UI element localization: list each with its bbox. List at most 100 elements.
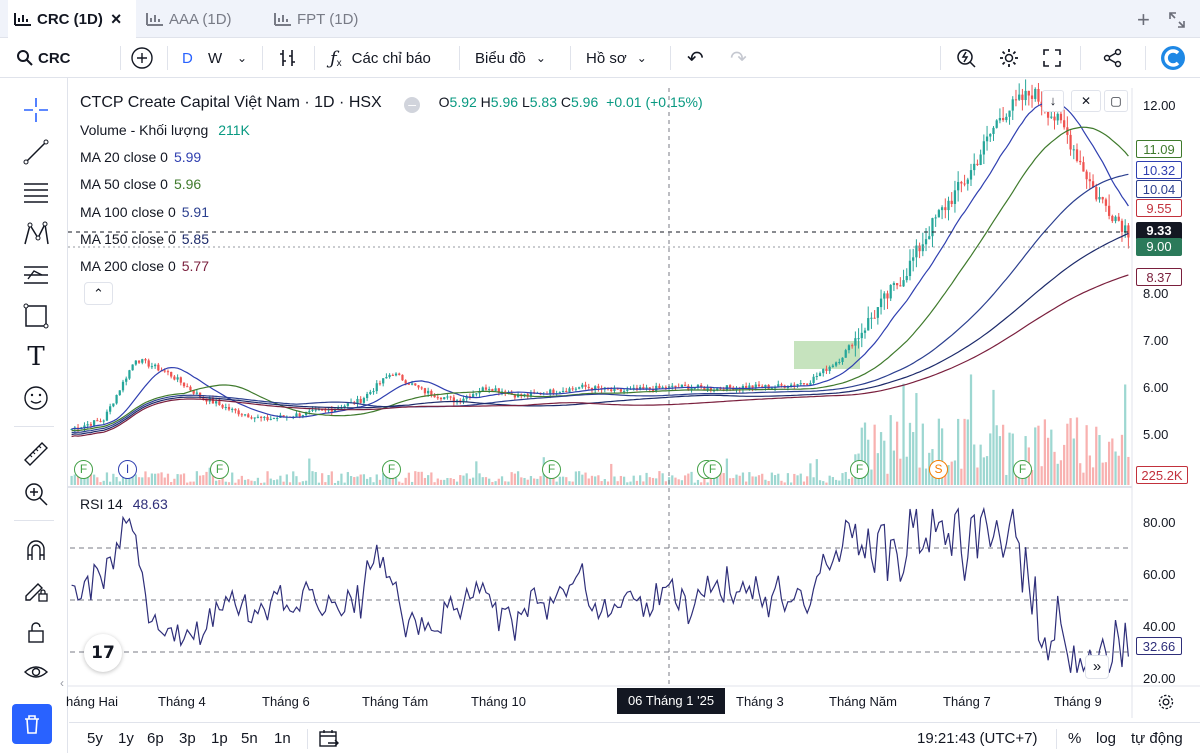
volume-bar bbox=[690, 471, 693, 485]
event-marker[interactable]: F bbox=[382, 460, 401, 479]
clock-label[interactable]: 19:21:43 (UTC+7) bbox=[917, 730, 1038, 747]
candle-body bbox=[1024, 90, 1027, 101]
forecast-tool[interactable] bbox=[20, 259, 52, 291]
volume-bar bbox=[918, 467, 921, 485]
volume-bar bbox=[452, 479, 455, 485]
range-1y-button[interactable]: 1y bbox=[118, 730, 134, 747]
volume-bar bbox=[301, 481, 305, 485]
date-range-button[interactable] bbox=[318, 723, 340, 754]
delete-tool[interactable] bbox=[12, 704, 52, 744]
legend-main[interactable]: CTCP Create Capital Việt Nam · 1D · HSX … bbox=[80, 94, 703, 113]
candle-body bbox=[382, 378, 385, 384]
fullscreen-button[interactable] bbox=[1042, 38, 1062, 78]
event-marker[interactable]: F bbox=[703, 460, 722, 479]
auto-scale-toggle[interactable]: tự động bbox=[1131, 730, 1183, 747]
legend-toggle-button[interactable]: ⌃ bbox=[84, 282, 113, 305]
gear-icon bbox=[1000, 49, 1018, 67]
percent-toggle[interactable]: % bbox=[1068, 730, 1082, 747]
measure-tool[interactable] bbox=[20, 438, 52, 470]
tv-logo[interactable]: 𝟭𝟳 bbox=[84, 634, 122, 672]
lock-drawing-tool[interactable] bbox=[20, 574, 52, 606]
add-tab-icon[interactable]: + bbox=[1137, 7, 1150, 32]
collapse-legend-icon[interactable]: – bbox=[404, 97, 421, 113]
event-marker[interactable]: F bbox=[850, 460, 869, 479]
legend-ma20[interactable]: MA 20 close 0 5.99 bbox=[80, 149, 201, 165]
tab-fpt[interactable]: FPT (1D) bbox=[274, 0, 384, 38]
zoom-tool[interactable] bbox=[20, 478, 52, 510]
scroll-to-realtime-button[interactable]: » bbox=[1085, 655, 1109, 679]
volume-bar bbox=[555, 481, 558, 485]
range-6m-button[interactable]: 6p bbox=[147, 730, 164, 747]
legend-ma100[interactable]: MA 100 close 0 5.91 bbox=[80, 204, 209, 220]
chart-type-menu[interactable]: Biểu đồ ⌄ bbox=[475, 38, 546, 78]
range-1m-button[interactable]: 1p bbox=[211, 730, 228, 747]
legend-ma150[interactable]: MA 150 close 0 5.85 bbox=[80, 231, 209, 247]
tab-aaa[interactable]: AAA (1D) bbox=[146, 0, 256, 38]
redo-icon[interactable]: ↷ bbox=[730, 47, 747, 70]
lightning-search-icon bbox=[957, 49, 976, 68]
candle-body bbox=[1030, 95, 1034, 99]
time-axis-label: Tháng 9 bbox=[1054, 694, 1102, 709]
pattern-tool[interactable] bbox=[20, 218, 52, 250]
chevron-down-icon[interactable]: ⌄ bbox=[237, 51, 248, 65]
ma-value: 5.96 bbox=[173, 176, 202, 192]
close-icon[interactable]: × bbox=[110, 8, 122, 29]
event-marker[interactable]: S bbox=[929, 460, 948, 479]
fib-tool[interactable] bbox=[20, 176, 52, 208]
pane-settings-button[interactable]: ▢ bbox=[1104, 90, 1128, 112]
text-icon: T bbox=[27, 342, 45, 372]
volume-bar bbox=[481, 477, 484, 485]
range-3m-button[interactable]: 3p bbox=[179, 730, 196, 747]
magnet-tool[interactable] bbox=[20, 534, 52, 566]
lock-tool[interactable] bbox=[20, 616, 52, 648]
emoji-tool[interactable] bbox=[20, 382, 52, 414]
event-marker[interactable]: F bbox=[1013, 460, 1032, 479]
candle-body bbox=[799, 383, 802, 385]
maximize-pane-button[interactable]: ✕ bbox=[1071, 90, 1101, 112]
range-5d-button[interactable]: 5n bbox=[241, 730, 258, 747]
candle-body bbox=[1104, 199, 1108, 206]
forecast-icon bbox=[24, 266, 48, 284]
undo-icon[interactable]: ↶ bbox=[687, 47, 704, 70]
brand-logo[interactable] bbox=[1160, 38, 1186, 78]
event-marker[interactable]: F bbox=[542, 460, 561, 479]
axis-settings-button[interactable] bbox=[1157, 693, 1175, 716]
trend-line-tool[interactable] bbox=[20, 136, 52, 168]
text-tool[interactable]: T bbox=[20, 341, 52, 373]
candle-body bbox=[786, 386, 790, 388]
candle-body bbox=[934, 217, 937, 219]
candle-body bbox=[985, 136, 989, 142]
expand-icon[interactable] bbox=[1168, 11, 1186, 29]
log-toggle[interactable]: log bbox=[1096, 730, 1117, 747]
quick-search-button[interactable] bbox=[955, 38, 977, 78]
range-5y-button[interactable]: 5y bbox=[87, 730, 103, 747]
profile-menu[interactable]: Hồ sơ ⌄ bbox=[586, 38, 647, 78]
event-marker[interactable]: I bbox=[118, 460, 137, 479]
moving-averages bbox=[71, 102, 1129, 438]
volume-bar bbox=[812, 477, 815, 485]
event-marker[interactable]: F bbox=[210, 460, 229, 479]
bar-type-button[interactable] bbox=[277, 38, 299, 78]
rectangle-tool[interactable] bbox=[20, 300, 52, 332]
visibility-tool[interactable] bbox=[20, 656, 52, 688]
interval-w-button[interactable]: W bbox=[208, 49, 223, 67]
compare-button[interactable] bbox=[130, 38, 154, 78]
volume-bar bbox=[179, 474, 182, 485]
legend-ma200[interactable]: MA 200 close 0 5.77 bbox=[80, 258, 209, 274]
range-1d-button[interactable]: 1n bbox=[274, 730, 291, 747]
tab-crc[interactable]: CRC (1D) × bbox=[8, 0, 136, 38]
interval-d-button[interactable]: D bbox=[182, 49, 193, 67]
event-marker[interactable]: F bbox=[74, 460, 93, 479]
move-down-button[interactable]: ↓ bbox=[1042, 90, 1064, 112]
legend-volume[interactable]: Volume - Khối lượng 211K bbox=[80, 122, 250, 138]
settings-button[interactable] bbox=[998, 38, 1020, 78]
collapse-toolbar-icon[interactable]: ‹ bbox=[60, 676, 64, 690]
share-button[interactable] bbox=[1102, 38, 1124, 78]
legend-rsi[interactable]: RSI 14 48.63 bbox=[80, 496, 168, 512]
indicators-button[interactable]: ƒ x Các chỉ báo bbox=[330, 38, 431, 78]
symbol-search[interactable]: CRC bbox=[16, 38, 71, 78]
legend-ma50[interactable]: MA 50 close 0 5.96 bbox=[80, 176, 201, 192]
highlight-box bbox=[794, 341, 860, 369]
crosshair-tool[interactable] bbox=[20, 94, 52, 126]
